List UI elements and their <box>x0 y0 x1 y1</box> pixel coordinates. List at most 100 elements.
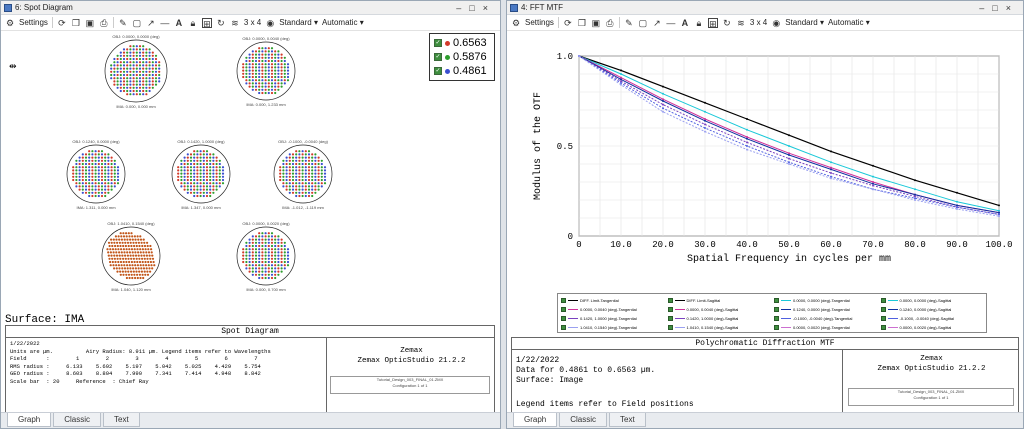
mtf-legend-item[interactable]: -0.1000, -0.0040 (deg)-Tangential <box>774 314 877 323</box>
clock-icon[interactable]: ◉ <box>772 17 781 28</box>
rectangle-icon[interactable]: ▢ <box>132 17 142 28</box>
automatic-dropdown[interactable]: Automatic ▾ <box>321 17 364 27</box>
tab-text[interactable]: Text <box>609 413 646 427</box>
pencil-icon[interactable]: ✎ <box>119 17 127 28</box>
arrow-line-icon[interactable]: ↗ <box>653 17 661 28</box>
copy-icon[interactable]: ❐ <box>577 17 586 28</box>
spot-ima-label: IMA: 0.000, 0.700 mm <box>246 287 286 292</box>
mtf-legend-item[interactable]: DIFF. Limit-Tangential <box>561 296 664 305</box>
checkbox-icon[interactable]: ✓ <box>434 67 442 75</box>
minimize-icon[interactable]: – <box>456 3 470 13</box>
zoom-icon[interactable]: ⊞ <box>201 17 212 29</box>
checkbox-icon[interactable] <box>667 307 673 312</box>
checkbox-icon[interactable]: ✓ <box>434 39 442 47</box>
arrow-line-icon[interactable]: ↗ <box>147 17 155 28</box>
mtf-point <box>914 193 916 196</box>
lock-icon[interactable]: 🔒︎ <box>696 17 702 28</box>
product-name: Zemax OpticStudio 21.2.2 <box>357 357 466 365</box>
wavelength-item-1[interactable]: ✓ 0.6563 <box>434 36 490 50</box>
settings-icon[interactable]: ⚙ <box>5 17 15 28</box>
x-tick-label: 80.0 <box>904 240 926 250</box>
layout-selector[interactable]: 3 x 4 <box>749 17 768 27</box>
checkbox-icon[interactable] <box>880 316 886 321</box>
zoom-icon[interactable]: ⊞ <box>707 17 718 29</box>
pencil-icon[interactable]: ✎ <box>625 17 633 28</box>
checkbox-icon[interactable] <box>880 298 886 303</box>
mtf-legend-item[interactable]: 0.1420, 1.0000 (deg)-Sagittal <box>667 314 771 323</box>
clock-icon[interactable]: ◉ <box>266 17 275 28</box>
checkbox-icon[interactable] <box>667 325 673 330</box>
line-icon[interactable]: — <box>160 17 170 28</box>
spot-titlebar[interactable]: 6: Spot Diagram –□× <box>1 1 500 15</box>
mtf-legend-item[interactable]: 0.0000, 0.0040 (deg)-Tangential <box>561 305 664 314</box>
minimize-icon[interactable]: – <box>979 3 993 13</box>
refresh-icon[interactable]: ⟳ <box>564 17 572 28</box>
rotate-icon[interactable]: ↻ <box>217 17 225 28</box>
settings-button[interactable]: Settings <box>525 17 554 27</box>
text-tool-icon[interactable]: A <box>681 17 689 28</box>
checkbox-icon[interactable] <box>561 316 566 321</box>
layers-icon[interactable]: ≋ <box>737 17 745 28</box>
checkbox-icon[interactable] <box>774 316 779 321</box>
spot-diagram-3: OBJ: 0.1240, 0.0000 (deg) IMA: 1.311, 0.0… <box>66 139 126 210</box>
checkbox-icon[interactable] <box>880 325 886 330</box>
rotate-icon[interactable]: ↻ <box>723 17 731 28</box>
tab-classic[interactable]: Classic <box>53 413 102 427</box>
wavelength-item-2[interactable]: ✓ 0.5876 <box>434 50 490 64</box>
close-icon[interactable]: × <box>1005 3 1019 13</box>
checkbox-icon[interactable] <box>561 298 566 303</box>
text-tool-icon[interactable]: A <box>175 17 183 28</box>
layers-icon[interactable]: ≋ <box>231 17 239 28</box>
checkbox-icon[interactable] <box>667 298 673 303</box>
rectangle-icon[interactable]: ▢ <box>638 17 648 28</box>
automatic-dropdown[interactable]: Automatic ▾ <box>827 17 870 27</box>
checkbox-icon[interactable] <box>880 307 886 312</box>
mtf-legend-item[interactable]: 0.0000, 0.0000 (deg)-Tangential <box>774 296 877 305</box>
tab-graph[interactable]: Graph <box>513 413 558 427</box>
maximize-icon[interactable]: □ <box>992 3 1006 13</box>
tab-graph[interactable]: Graph <box>7 413 52 427</box>
line-icon[interactable]: — <box>666 17 676 28</box>
copy-icon[interactable]: ❐ <box>71 17 80 28</box>
mtf-legend-item[interactable]: 1.0410, 0.1540 (deg)-Tangential <box>561 323 664 332</box>
checkbox-icon[interactable] <box>561 325 566 330</box>
wavelength-item-3[interactable]: ✓ 0.4861 <box>434 64 490 78</box>
x-tick-label: 20.0 <box>652 240 674 250</box>
settings-button[interactable]: Settings <box>19 17 48 27</box>
layout-selector[interactable]: 3 x 4 <box>243 17 262 27</box>
checkbox-icon[interactable] <box>561 307 566 312</box>
mtf-legend-item[interactable]: 0.0000, 0.0020 (deg)-Tangential <box>774 323 877 332</box>
mtf-legend-item[interactable]: 0.1420, 1.0000 (deg)-Tangential <box>561 314 664 323</box>
standard-dropdown[interactable]: Standard ▾ <box>279 17 318 27</box>
lock-icon[interactable]: 🔒︎ <box>190 17 196 28</box>
settings-icon[interactable]: ⚙ <box>511 17 521 28</box>
mtf-legend-item[interactable]: 0.1240, 0.0000 (deg)-Sagittal <box>880 305 984 314</box>
mtf-titlebar[interactable]: 4: FFT MTF –□× <box>507 1 1023 15</box>
checkbox-icon[interactable] <box>774 307 779 312</box>
mtf-legend-item[interactable]: 0.0000, 0.0040 (deg)-Sagittal <box>667 305 771 314</box>
mtf-legend-item[interactable]: -0.1000, -0.0040 (deg)-Sagittal <box>880 314 984 323</box>
print-icon[interactable]: ⎙ <box>606 17 614 28</box>
mtf-legend-item[interactable]: 1.0410, 0.1540 (deg)-Sagittal <box>667 323 771 332</box>
checkbox-icon[interactable] <box>667 316 673 321</box>
mtf-legend-item[interactable]: DIFF. Limit-Sagittal <box>667 296 771 305</box>
standard-dropdown[interactable]: Standard ▾ <box>785 17 824 27</box>
spot-diagram-plot: OBJ: 0.0000, 0.0000 (deg) IMA: 0.000, 0.0… <box>66 34 333 292</box>
tab-text[interactable]: Text <box>103 413 140 427</box>
checkbox-icon[interactable] <box>774 298 779 303</box>
mtf-content: 0 10.0 20.0 30.0 40.0 50.0 60.0 70.0 80.0 90.0 100… <box>507 31 1023 413</box>
checkbox-icon[interactable]: ✓ <box>434 53 442 61</box>
maximize-icon[interactable]: □ <box>469 3 483 13</box>
tab-classic[interactable]: Classic <box>559 413 608 427</box>
refresh-icon[interactable]: ⟳ <box>58 17 66 28</box>
close-icon[interactable]: × <box>482 3 496 13</box>
spot-dots <box>110 45 161 96</box>
mtf-legend-item[interactable]: 0.0000, 0.0000 (deg)-Sagittal <box>880 296 984 305</box>
mtf-legend-item[interactable]: 0.0000, 0.0020 (deg)-Sagittal <box>880 323 984 332</box>
save-icon[interactable]: ▣ <box>591 17 601 28</box>
checkbox-icon[interactable] <box>774 325 779 330</box>
mtf-legend-item[interactable]: 0.1240, 0.0000 (deg)-Tangential <box>774 305 877 314</box>
save-icon[interactable]: ▣ <box>85 17 95 28</box>
print-icon[interactable]: ⎙ <box>100 17 108 28</box>
spot-ima-label: IMA: 1.311, 0.000 mm <box>76 205 116 210</box>
